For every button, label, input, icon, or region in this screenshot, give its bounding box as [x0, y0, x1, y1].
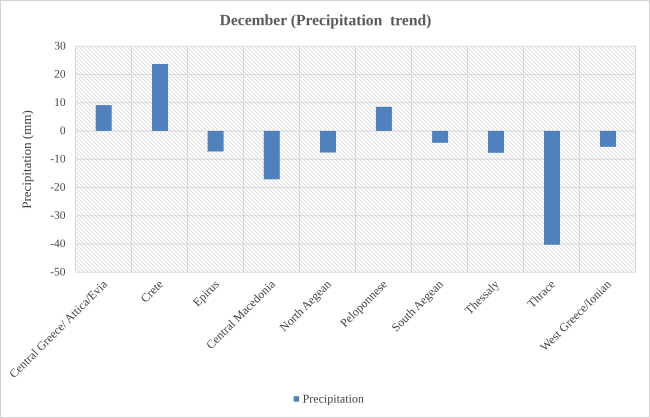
svg-text:-20: -20 — [50, 182, 66, 194]
svg-text:Thrace: Thrace — [524, 277, 557, 310]
svg-text:Crete: Crete — [138, 277, 166, 305]
svg-text:Central Greece/ Attica/Evia: Central Greece/ Attica/Evia — [6, 277, 110, 381]
svg-text:Precipitation (mm): Precipitation (mm) — [19, 110, 34, 209]
svg-text:North Aegean: North Aegean — [277, 277, 334, 334]
svg-text:December (Precipitation trend: December (Precipitation trend) — [220, 12, 432, 29]
svg-text:-50: -50 — [50, 266, 66, 278]
svg-text:Precipitation: Precipitation — [303, 392, 364, 406]
svg-text:-40: -40 — [50, 238, 66, 250]
svg-text:10: 10 — [54, 97, 66, 109]
svg-text:Thessaly: Thessaly — [462, 277, 502, 317]
svg-text:-10: -10 — [50, 153, 66, 165]
svg-text:0: 0 — [60, 125, 66, 137]
svg-text:Peloponnese: Peloponnese — [337, 277, 390, 330]
svg-text:-30: -30 — [50, 210, 66, 222]
svg-text:30: 30 — [54, 40, 66, 52]
svg-text:Epirus: Epirus — [190, 277, 222, 309]
svg-text:South Aegean: South Aegean — [389, 277, 446, 334]
svg-text:20: 20 — [54, 69, 66, 81]
